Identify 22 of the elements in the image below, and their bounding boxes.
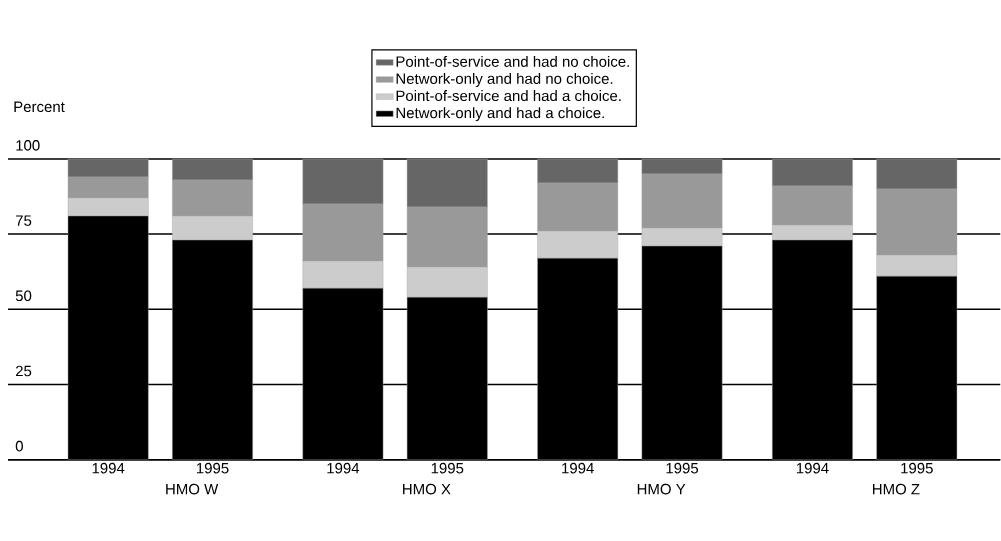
text: HMO X	[403, 484, 451, 495]
y-axis-title: Percent	[14, 101, 65, 113]
x-tick-label: 1995	[666, 463, 699, 474]
x-tick-label: 1995	[196, 463, 229, 474]
legend-label: Point-of-service and had no choice.	[396, 56, 629, 68]
x-tick-label: 1994	[796, 463, 829, 474]
y-tick-label: 25	[15, 365, 32, 377]
legend-label: Network-only and had a choice.	[396, 107, 604, 122]
text: HMO Z	[873, 484, 920, 495]
y-tick-label: 75	[15, 215, 32, 227]
legend-label: Network-only and had no choice.	[396, 73, 613, 88]
y-tick-label: 100	[16, 140, 40, 151]
x-tick-label: 1994	[562, 463, 594, 474]
x-tick-label: 1995	[431, 463, 464, 474]
legend-label: Point-of-service and had a choice.	[396, 90, 621, 102]
y-tick-label: 50	[15, 290, 32, 302]
x-tick-label: 1994	[92, 463, 125, 474]
x-tick-label: 1995	[901, 463, 933, 474]
x-tick-label: 1994	[327, 463, 360, 474]
text: HMO W	[166, 484, 219, 495]
y-tick-label: 0	[15, 441, 23, 452]
text: HMO Y	[637, 484, 686, 495]
